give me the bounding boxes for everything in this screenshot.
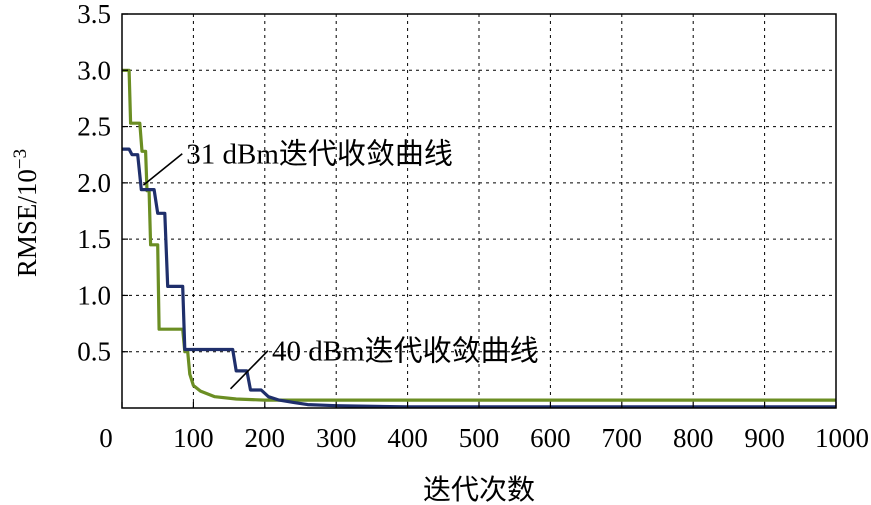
y-tick-label: 2.0 bbox=[77, 168, 111, 198]
x-axis-label: 迭代次数 bbox=[423, 473, 535, 505]
x-tick-label: 800 bbox=[673, 423, 714, 453]
y-ticks: 0.5 1.0 1.5 2.0 2.5 3.0 3.5 bbox=[77, 0, 128, 367]
y-tick-label: 1.0 bbox=[77, 280, 111, 310]
x-tick-label: 300 bbox=[316, 423, 357, 453]
x-tick-label: 100 bbox=[173, 423, 214, 453]
annotation-leader-1 bbox=[142, 153, 183, 186]
x-tick-label: 1000 bbox=[815, 423, 869, 453]
annotation-1: 31 dBm迭代收敛曲线 bbox=[186, 138, 453, 171]
annotation-leaders bbox=[142, 153, 269, 390]
series-lines bbox=[122, 68, 836, 409]
y-tick-label: 0.5 bbox=[77, 337, 111, 367]
x-tick-label: 400 bbox=[387, 423, 428, 453]
x-tick-label: 700 bbox=[602, 423, 643, 453]
x-tick-label: 200 bbox=[245, 423, 286, 453]
y-axis-label-exponent: −3 bbox=[10, 149, 31, 169]
y-tick-label: 3.0 bbox=[77, 55, 111, 85]
y-axis-label: RMSE/10−3 bbox=[10, 149, 42, 277]
annotation-leader-2 bbox=[229, 350, 269, 390]
x-tick-label: 500 bbox=[459, 423, 500, 453]
y-tick-label: 1.5 bbox=[77, 224, 111, 254]
y-tick-label: 3.5 bbox=[77, 0, 111, 29]
x-tick-label: 900 bbox=[744, 423, 785, 453]
grid-lines bbox=[122, 14, 836, 408]
x-tick-label: 0 bbox=[99, 423, 113, 453]
y-tick-label: 2.5 bbox=[77, 112, 111, 142]
x-ticks: 0 100 200 300 400 500 600 700 800 900 1000 bbox=[99, 402, 869, 453]
x-tick-label: 600 bbox=[530, 423, 571, 453]
y-axis-label-main: RMSE/10 bbox=[12, 169, 42, 277]
series-line-2 bbox=[122, 147, 836, 409]
annotation-2: 40 dBm迭代收敛曲线 bbox=[272, 335, 539, 368]
annotations: 31 dBm迭代收敛曲线 40 dBm迭代收敛曲线 bbox=[186, 138, 538, 368]
series-line-1 bbox=[122, 68, 836, 402]
